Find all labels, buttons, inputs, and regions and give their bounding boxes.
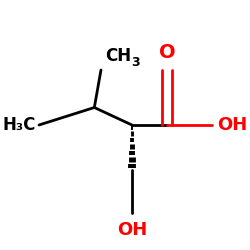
Text: H₃C: H₃C	[2, 116, 36, 134]
Text: 3: 3	[131, 56, 140, 69]
Text: O: O	[159, 43, 176, 62]
Text: OH: OH	[117, 221, 147, 239]
Text: OH: OH	[217, 116, 248, 134]
Text: CH: CH	[106, 47, 132, 65]
